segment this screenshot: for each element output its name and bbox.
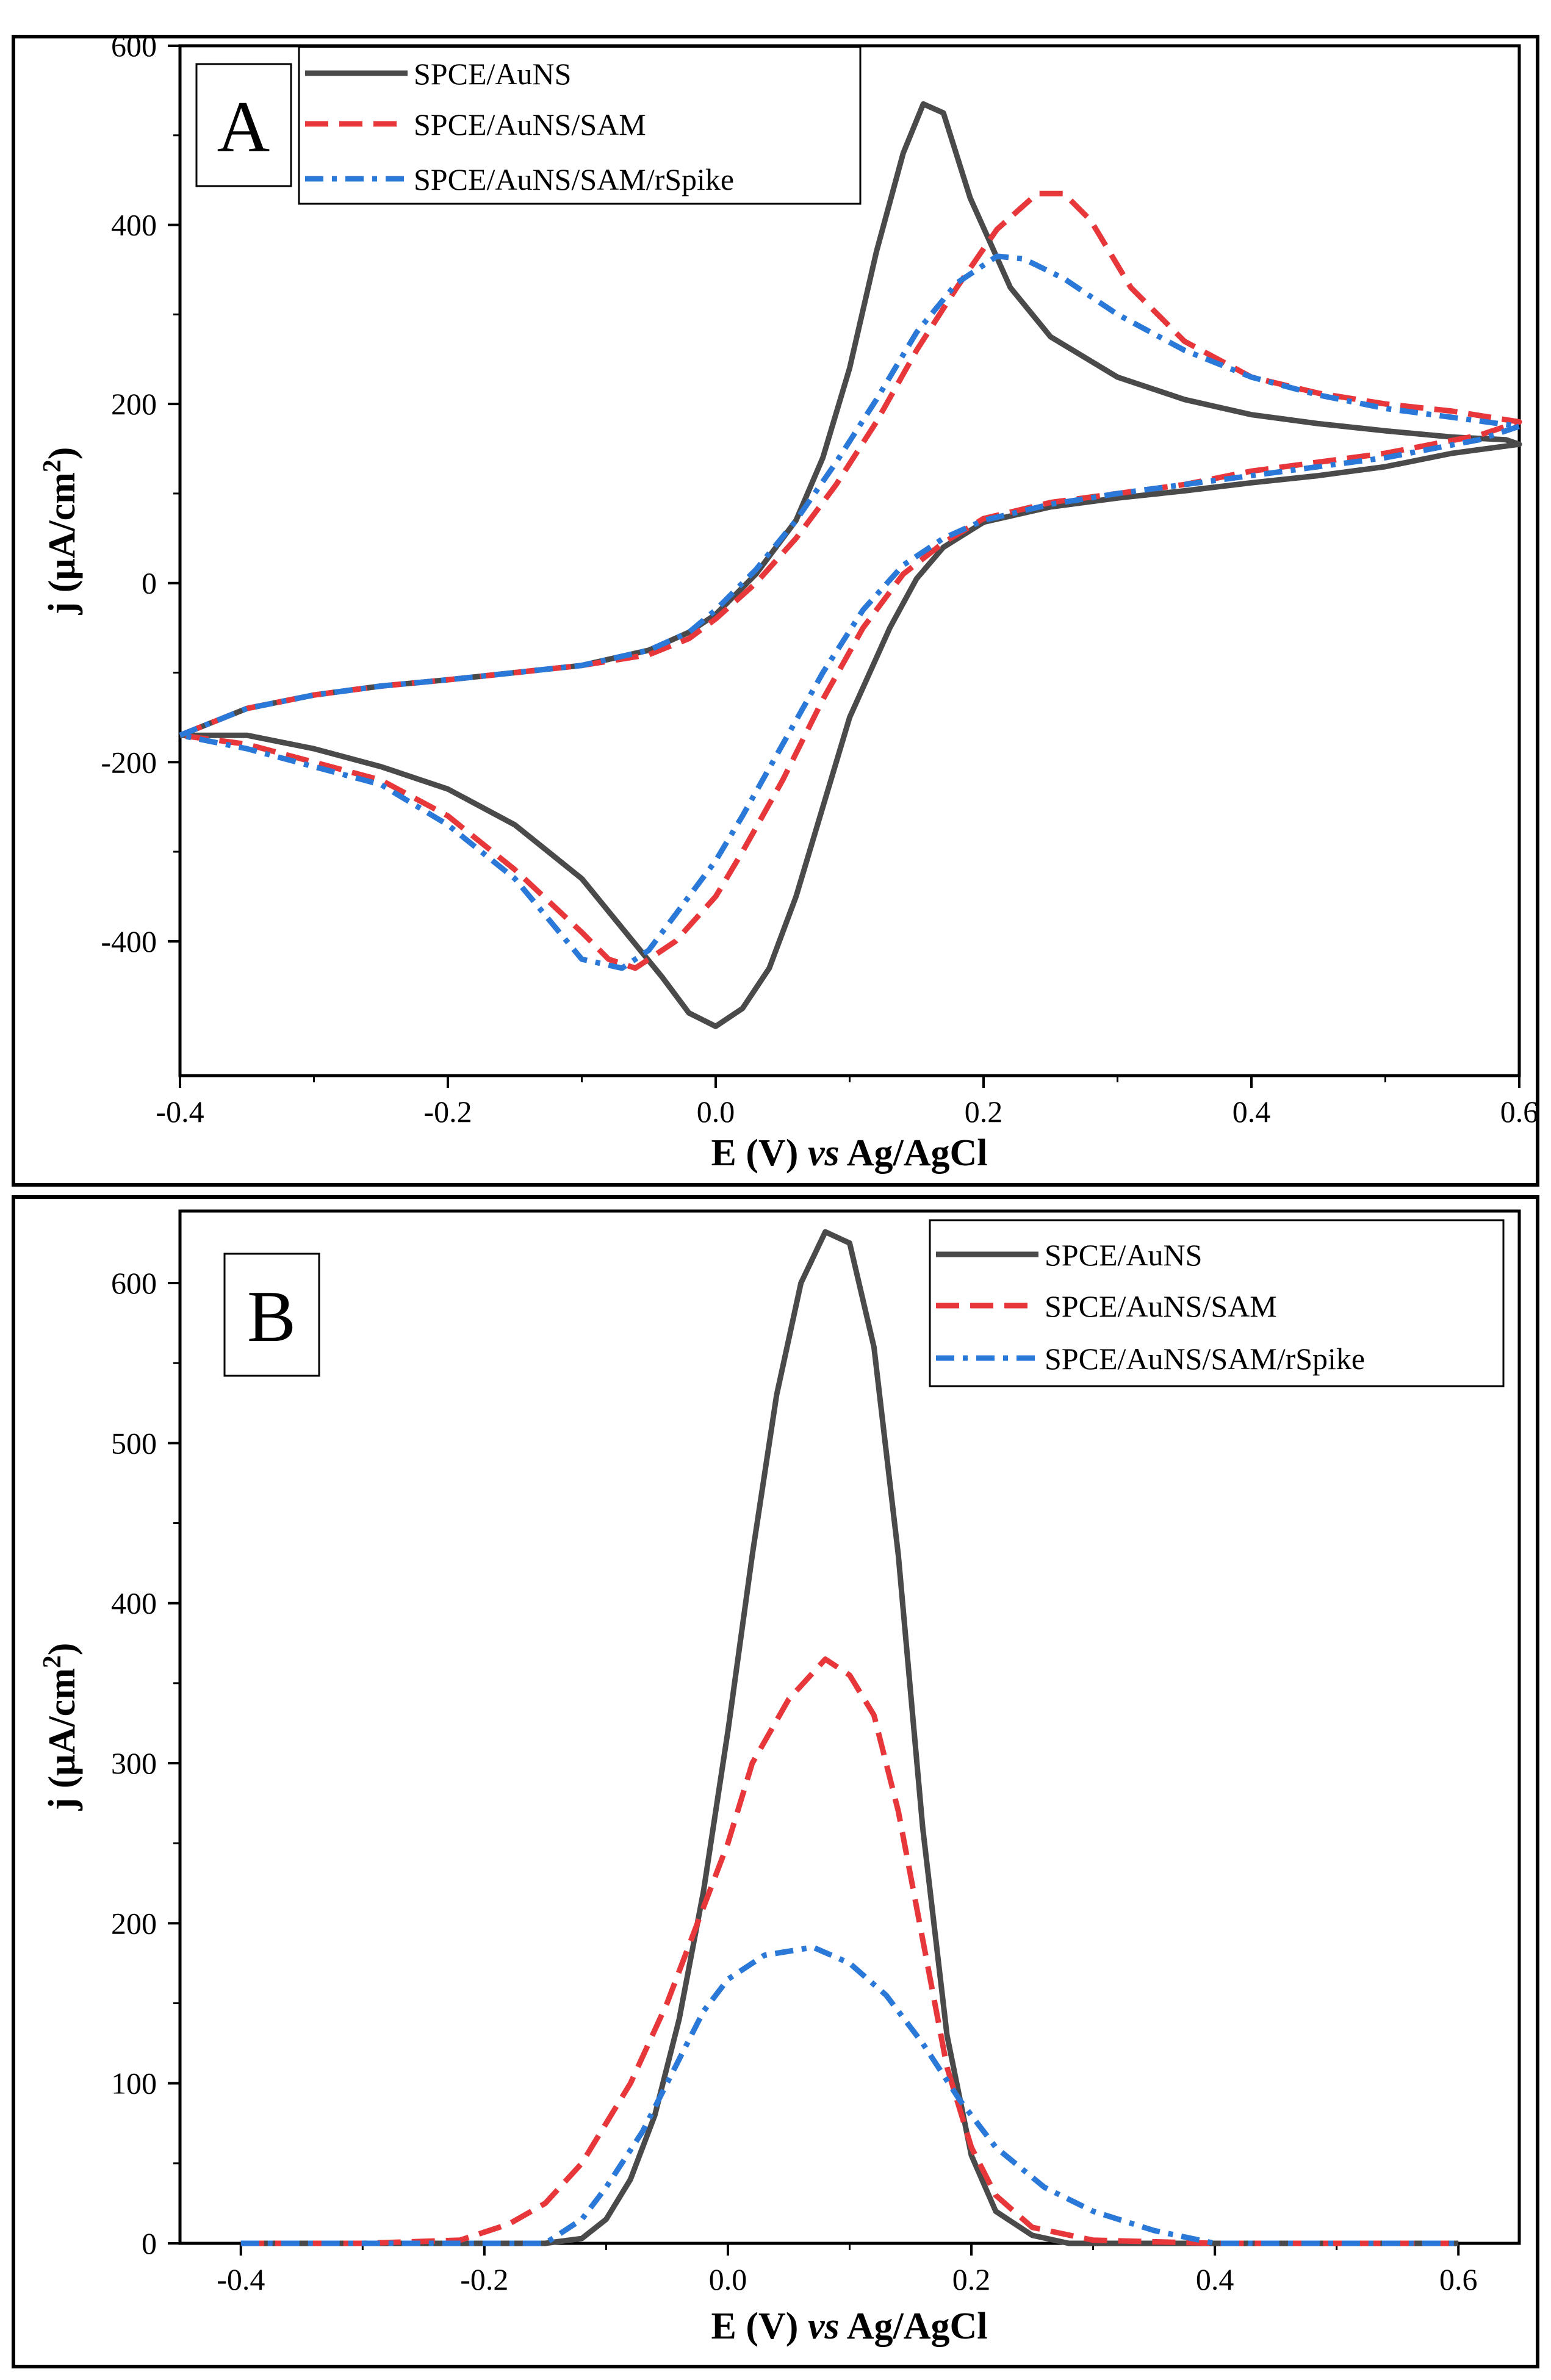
panel-a-x-axis-title: E (V) vs Ag/AgCl [711,1132,988,1174]
legend-a-label-1: SPCE/AuNS [414,57,571,91]
panel-a-series-2-line [179,190,1522,971]
panel-b-x-tick-label: 0.6 [1439,2262,1478,2296]
panel-a-y-tick-label: -200 [101,745,157,779]
panel-a-y-tick-label: 400 [111,208,157,242]
panel-b-x-tick-label: 0.0 [709,2262,747,2296]
panel-b-y-tick-label: 300 [111,1746,157,1780]
panel-b-x-tick-label: -0.4 [217,2262,265,2296]
panel-b-y-tick-label: 0 [142,2226,157,2260]
panel-a-y-axis-title: j (μA/cm2) [38,447,83,616]
panel-a-curves [179,101,1522,1029]
panel-b-series-3-line [240,1944,1459,2246]
panel-b-y-tick-label: 600 [111,1266,157,1300]
panel-b-series-2-line [240,1656,1459,2246]
panel-a-letter: A [217,86,270,167]
panel-b-x-axis-title: E (V) vs Ag/AgCl [711,2306,988,2347]
panel-a-x-tick-label: -0.4 [156,1095,204,1129]
panel-b-curves [240,1229,1459,2246]
panel-a-x-tick-label: 0.6 [1500,1095,1539,1129]
panel-a-y-ticks: -400 -200 0 200 400 600 [101,29,180,958]
panel-b-x-ticks: -0.4 -0.2 0.0 0.2 0.4 0.6 [217,2243,1477,2296]
panel-b-y-tick-label: 500 [111,1426,157,1460]
panel-a-frame [12,35,1539,1187]
panel-b-y-ticks: 0 100 200 300 400 500 600 [111,1266,180,2260]
panel-b-series-1-line [240,1229,1459,2246]
panel-b-y-tick-label: 400 [111,1586,157,1620]
panel-a-y-tick-label: -400 [101,924,157,958]
legend-a-label-3: SPCE/AuNS/SAM/rSpike [414,162,734,196]
panel-a-legend: SPCE/AuNS SPCE/AuNS/SAM SPCE/AuNS/SAM/rS… [298,46,862,205]
panel-b-frame [12,1195,1539,2368]
panel-b-y-tick-label: 100 [111,2066,157,2101]
legend-a-label-2: SPCE/AuNS/SAM [414,107,646,142]
panel-b-legend: SPCE/AuNS SPCE/AuNS/SAM SPCE/AuNS/SAM/rS… [929,1219,1505,1387]
legend-b-label-1: SPCE/AuNS [1045,1238,1202,1272]
panel-a-x-tick-label: -0.2 [423,1095,472,1129]
panel-a-x-tick-label: 0.0 [697,1095,735,1129]
panel-a-y-tick-label: 0 [142,566,157,600]
panel-b-letter-box [223,1253,320,1377]
panel-a-y-tick-label: 600 [111,29,157,63]
legend-b-label-3: SPCE/AuNS/SAM/rSpike [1045,1342,1365,1376]
legend-b-label-2: SPCE/AuNS/SAM [1045,1289,1277,1323]
panel-a-x-tick-label: 0.2 [965,1095,1003,1129]
panel-b-x-tick-label: 0.2 [952,2262,991,2296]
panel-a-series-1-line [179,101,1522,1029]
panel-a-letter-box [195,63,292,187]
panel-b-y-axis-title: j (μA/cm2) [38,1643,83,1811]
panel-b-letter: B [247,1276,296,1357]
panel-a-y-tick-label: 200 [111,387,157,421]
panel-a-series-3-line [179,253,1522,971]
panel-b-x-tick-label: -0.2 [460,2262,508,2296]
panel-a-x-tick-label: 0.4 [1233,1095,1271,1129]
panel-b: 0 100 200 300 400 500 600 -0.4 -0.2 0.0 0.2 0.4 0.6… [12,1195,1539,2368]
panel-b-y-tick-label: 200 [111,1906,157,1940]
panel-b-x-tick-label: 0.4 [1196,2262,1234,2296]
panel-a-x-ticks: -0.4 -0.2 0.0 0.2 0.4 0.6 [156,1076,1538,1129]
